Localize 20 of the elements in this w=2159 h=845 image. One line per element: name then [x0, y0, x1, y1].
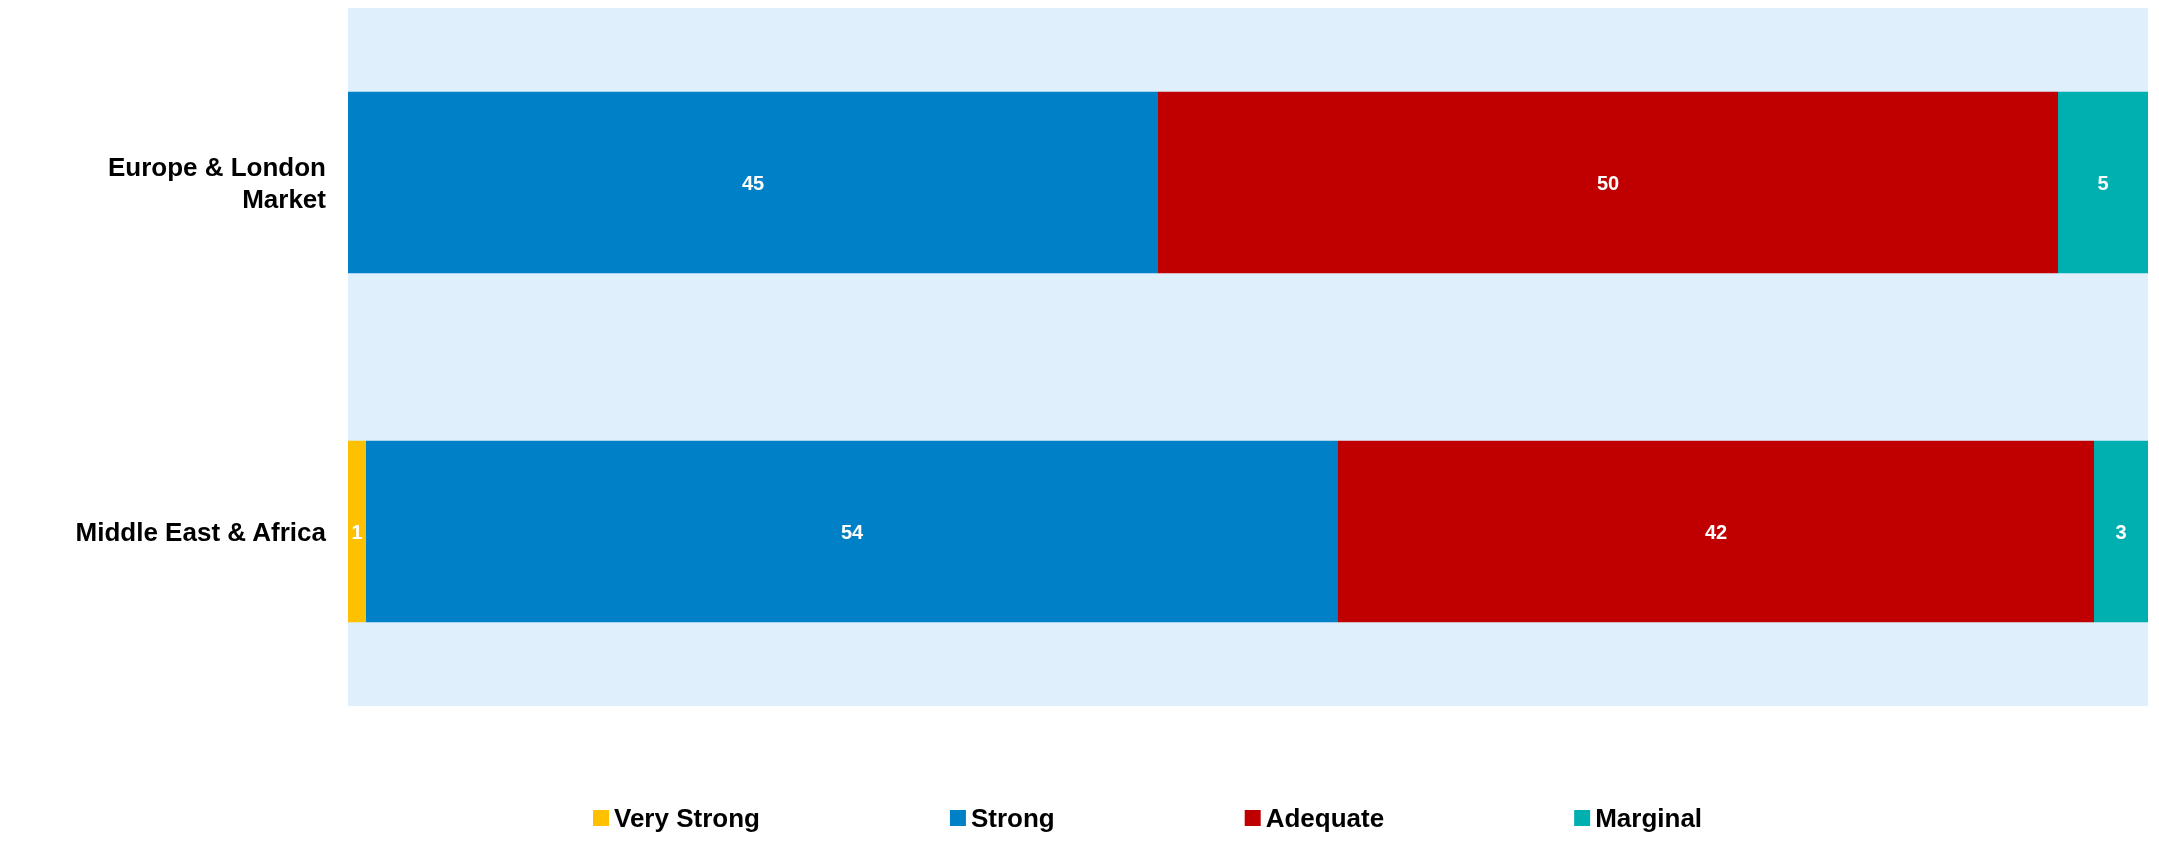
legend-label: Strong — [970, 803, 1055, 833]
data-label: 5 — [2097, 171, 2109, 194]
bar — [1158, 91, 2058, 274]
legend-label: Adequate — [1265, 803, 1385, 833]
legend-label: Marginal — [1595, 803, 1703, 833]
y-tick-label: Europe & London Market — [107, 151, 327, 214]
data-label: 45 — [741, 171, 765, 194]
bar — [348, 440, 366, 623]
legend-label: Very Strong — [614, 803, 760, 833]
bar — [348, 91, 1158, 274]
data-label: 3 — [2115, 520, 2127, 543]
y-tick-label: Middle East & Africa — [75, 516, 327, 547]
bar — [2058, 91, 2148, 274]
data-label: 1 — [351, 520, 363, 543]
bar — [366, 440, 1338, 623]
data-label: 54 — [840, 520, 864, 543]
data-label: 42 — [1704, 520, 1728, 543]
data-label: 50 — [1596, 171, 1620, 194]
bar — [1338, 440, 2094, 623]
bar — [2094, 440, 2148, 623]
